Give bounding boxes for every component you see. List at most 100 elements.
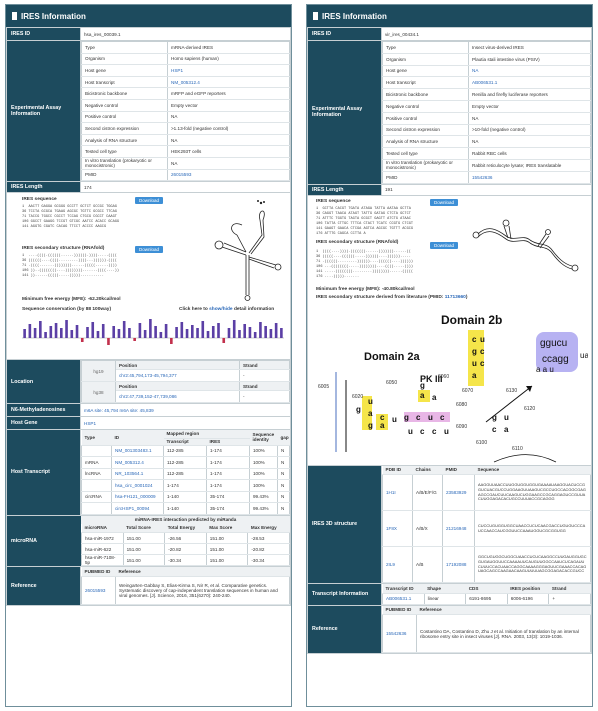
lit-pmid-link[interactable]: 11713660 (444, 294, 466, 300)
lit-title-text: IRES secondary structure derived from li… (316, 294, 445, 300)
mirna-cell: hsa-miR-7108-5p (81, 554, 124, 567)
fig-gguc: ggucu (540, 338, 567, 349)
pdb-link[interactable]: 1F8X (382, 510, 413, 548)
fig-nucleotide: u (428, 413, 433, 422)
exp-key: Bicistronic backbone (81, 87, 168, 100)
strand-head: Strand (239, 360, 290, 371)
cons-bar (238, 330, 241, 339)
panel-header: IRES Information (307, 5, 592, 27)
structure-3d-label: IRES 3D structure (307, 464, 382, 585)
ht-id-link[interactable]: circHSP1_00094 (111, 502, 164, 515)
exp-value[interactable]: 15542636 (468, 170, 591, 184)
exp-value[interactable]: HSP1 (167, 64, 290, 77)
pdb-link[interactable]: 2IL9 (382, 546, 413, 584)
ref-head-ref: Reference (416, 605, 591, 616)
sequence-line: 1 ((((....)))).(((((((......))))))).....… (316, 249, 411, 254)
host-gene-value[interactable]: HSP1 (80, 416, 291, 431)
exp-value: Empty vector (468, 99, 591, 113)
cons-bar (180, 322, 184, 339)
length-label: IRES Length (6, 181, 81, 194)
ref-head-ref: Reference (115, 567, 290, 577)
exp-key: Second cistron expression (81, 122, 168, 135)
ht-id-link[interactable]: hsa-FH121_000009 (111, 490, 164, 504)
ht-ires: 35-174 (206, 490, 250, 504)
fig-nucleotide: c (416, 413, 421, 422)
exp-row: In vitro translation (prokaryotic or mon… (81, 156, 290, 170)
position-head: Position (115, 360, 240, 371)
download-button[interactable]: Download (430, 198, 459, 206)
mirna-head-row: microRNA Total Score Total Energy Max Score… (81, 523, 290, 534)
s3d-sequence: GGCUGUGGCUGGCUAACCUCUCAAGGCCUUGAUGGUGCGU… (474, 546, 591, 584)
bookmark-icon (313, 12, 318, 20)
exp-value: Homo sapiens (human) (167, 52, 290, 66)
fig-nucleotide: u (392, 415, 397, 424)
ht-identity: 100% (249, 456, 278, 469)
genome-version: hg19 (81, 360, 116, 383)
transcript-link[interactable]: AB006531.1 (382, 592, 425, 605)
ht-id-link[interactable]: NR_103564.1 (111, 467, 164, 481)
ht-gap: N (277, 456, 290, 469)
mirna-row: hsa-miR-7108-5p 151.00 -30.34 151.00 -30.34 (81, 554, 290, 567)
cons-title: Sequence conservation (by 88 100way) (22, 307, 112, 313)
cons-bar (190, 325, 194, 339)
mirna-cell: hsa-miR-1972 (81, 532, 124, 545)
ht-id-link[interactable]: NM_005312.4 (111, 456, 164, 469)
s3d-pmid-link[interactable]: 17192088 (442, 546, 475, 584)
literature-structure-figure: Domain 2b Domain 2a PK III ggucu ccagg a… (316, 301, 588, 464)
ires-info-table: IRES ID vir_ires_00434.1 Experimental Ass… (307, 27, 592, 655)
download-button[interactable]: Download (135, 197, 164, 205)
position-link[interactable]: chr2:45,794,173-45,794,377 (115, 369, 240, 383)
fig-position-number: 6005 (318, 384, 329, 390)
exp-value[interactable]: 26015593 (167, 168, 290, 182)
m6a-value[interactable]: m6A site: 45,794 m6A site: 45,839 (80, 403, 291, 418)
download-button[interactable]: Download (430, 241, 459, 249)
ref-head-pmid: PUBMED ID (81, 567, 116, 577)
exp-row: Bicistronic backbone mRFP and eGFP report… (81, 87, 290, 100)
ht-id-link[interactable]: NM_001303483.1 (111, 444, 164, 458)
exp-key: Analysis of RNA structure (81, 133, 168, 147)
exp-value[interactable]: NM_005312.4 (167, 75, 290, 89)
pdb-link[interactable]: 1H1I (382, 474, 413, 512)
fig-position-number: 6130 (506, 388, 517, 394)
s3d-pmid-link[interactable]: 23583929 (442, 474, 475, 512)
cons-bar (170, 338, 173, 345)
show-hide-link[interactable]: show/hide (209, 307, 233, 313)
position-link[interactable]: chr2:47,739,152-47,739,086 (115, 390, 240, 404)
transcript-info-label: Transcript Information (307, 583, 382, 606)
ref-pmid-link[interactable]: 15542636 (382, 614, 417, 654)
ht-gap: N (277, 479, 290, 492)
exp-value[interactable]: AB006531.1 (468, 76, 591, 90)
ref-pmid-link[interactable]: 26015593 (81, 575, 116, 605)
ht-id-link[interactable]: hsa_circ_0001024 (111, 479, 164, 492)
reference-label: Reference (307, 604, 382, 655)
exp-row: Organism Homo sapiens (human) (81, 52, 290, 66)
exp-value: Empty vector (167, 98, 290, 112)
left-ires-panel: IRES Information IRES ID hsa_ires_00039.1… (5, 4, 292, 707)
ht-ires: 1-174 (206, 479, 250, 492)
download-button[interactable]: Download (135, 246, 164, 254)
mirna-head-cell: Total Energy (164, 523, 207, 534)
ires-id-value: vir_ires_00434.1 (381, 27, 592, 41)
s3d-pmid-link[interactable]: 21216948 (442, 510, 475, 548)
cons-bar (80, 338, 84, 343)
ires-info-table: IRES ID hsa_ires_00039.1 Experimental Ass… (6, 27, 291, 606)
mirna-cell: -28.53 (247, 532, 290, 545)
exp-value: NA (167, 110, 290, 124)
exp-row: Positive control NA (382, 111, 591, 125)
ht-identity: 99.43% (249, 490, 278, 504)
cons-bar (211, 326, 215, 339)
exp-value: mRNA-derived IRES (167, 41, 290, 54)
exp-value[interactable]: NA (468, 64, 591, 78)
sequence-line: 36 TCCTA GCGCA TGAAG AGCGC TGTTC GCGCC T… (22, 210, 117, 215)
exp-value: Plautia stali intestine virus (PSIV) (468, 52, 591, 66)
location-head-row: hg19 Position Strand (81, 360, 290, 383)
cons-bar (185, 329, 189, 339)
fig-nucleotide: u (480, 335, 485, 344)
fig-nucleotide: c (380, 413, 385, 422)
mfe-text: Minimum free energy (MFE): -40.80kcal/mo… (316, 286, 415, 292)
cons-bar (269, 329, 273, 339)
mirna-row: hsa-miR-1972 151.00 -26.56 151.00 -28.53 (81, 532, 290, 545)
sequence-line: 36 ((((((....((((.........))))...)))))).… (22, 259, 117, 264)
fig-nucleotide: c (420, 427, 425, 436)
ht-identity: 100% (249, 479, 278, 492)
